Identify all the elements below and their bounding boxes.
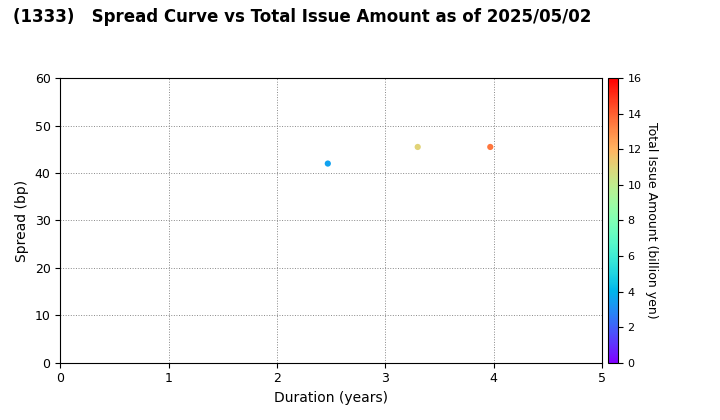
Y-axis label: Spread (bp): Spread (bp)	[15, 179, 29, 262]
Point	[322, 160, 333, 167]
Point	[485, 144, 496, 150]
Y-axis label: Total Issue Amount (billion yen): Total Issue Amount (billion yen)	[645, 122, 658, 319]
Point	[412, 144, 423, 150]
X-axis label: Duration (years): Duration (years)	[274, 391, 388, 405]
Text: (1333)   Spread Curve vs Total Issue Amount as of 2025/05/02: (1333) Spread Curve vs Total Issue Amoun…	[13, 8, 592, 26]
